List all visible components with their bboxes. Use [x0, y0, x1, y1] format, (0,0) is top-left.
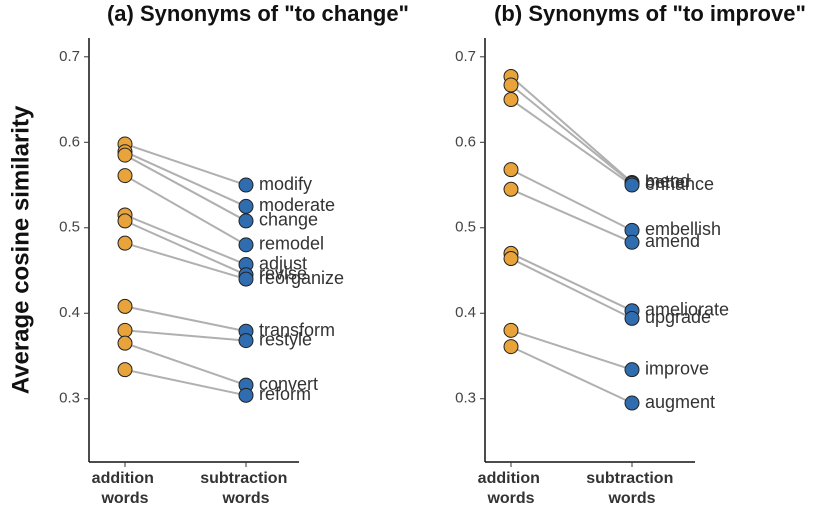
addition-point [117, 298, 133, 314]
word-label: augment [645, 392, 715, 412]
addition-point [117, 235, 133, 251]
word-label: improve [645, 358, 709, 378]
connector [510, 252, 633, 312]
word-label: better [645, 172, 691, 192]
y-tick-label: 0.7 [455, 48, 476, 65]
word-label: mend [645, 171, 690, 191]
addition-point [503, 251, 519, 267]
subtraction-point [238, 387, 254, 403]
addition-point [117, 322, 133, 338]
word-label: revise [259, 264, 307, 284]
addition-point [117, 213, 133, 229]
subtraction-point [238, 333, 254, 349]
connector [510, 98, 633, 186]
y-tick-label: 0.5 [455, 219, 476, 236]
connector [510, 329, 633, 371]
y-axis-label: Average cosine similarity [7, 105, 34, 394]
subtraction-point [238, 177, 254, 193]
word-label: reorganize [259, 268, 344, 288]
connector [124, 342, 247, 387]
subtraction-point [238, 237, 254, 253]
word-label: modify [259, 174, 312, 194]
chart-title: (b) Synonyms of "to improve" [494, 1, 806, 26]
chart-title: (a) Synonyms of "to change" [107, 1, 409, 26]
addition-point [503, 322, 519, 338]
connector [124, 242, 247, 281]
connector [124, 150, 247, 208]
connector [124, 305, 247, 333]
word-label: reform [259, 384, 311, 404]
addition-point [117, 335, 133, 351]
addition-point [503, 77, 519, 93]
subtraction-point [238, 213, 254, 229]
x-tick-label: subtraction words [586, 470, 678, 507]
connector [510, 188, 633, 244]
connector [124, 174, 247, 246]
y-tick-label: 0.4 [59, 304, 80, 321]
connector [510, 84, 633, 185]
x-tick-label: addition words [478, 470, 545, 507]
subtraction-point [238, 271, 254, 287]
word-label: enhance [645, 174, 714, 194]
word-label: amend [645, 231, 700, 251]
subtraction-point [624, 234, 640, 250]
connector [510, 168, 633, 232]
word-label: embellish [645, 219, 721, 239]
subtraction-point [624, 310, 640, 326]
subtraction-point [624, 177, 640, 193]
x-tick-label: addition words [92, 470, 159, 507]
word-label: transform [259, 320, 335, 340]
subtraction-point [624, 395, 640, 411]
addition-point [503, 92, 519, 108]
addition-point [503, 339, 519, 355]
addition-point [117, 362, 133, 378]
y-tick-label: 0.6 [455, 133, 476, 150]
x-tick-label: subtraction words [200, 470, 292, 507]
word-label: change [259, 210, 318, 230]
addition-point [503, 162, 519, 178]
word-label: upgrade [645, 307, 711, 327]
subtraction-point [238, 198, 254, 214]
word-label: adjust [259, 253, 307, 273]
word-label: convert [259, 374, 318, 394]
word-label: moderate [259, 195, 335, 215]
y-tick-label: 0.5 [59, 219, 80, 236]
connector [510, 345, 633, 404]
word-label: ameliorate [645, 299, 729, 319]
addition-point [117, 147, 133, 163]
word-label: remodel [259, 234, 324, 254]
word-label: restyle [259, 329, 312, 349]
connector [124, 220, 247, 276]
addition-point [117, 168, 133, 184]
y-tick-label: 0.6 [59, 133, 80, 150]
connector [124, 214, 247, 266]
y-tick-label: 0.3 [455, 390, 476, 407]
connector [510, 75, 633, 184]
connector [510, 257, 633, 320]
connector [124, 143, 247, 186]
y-tick-label: 0.7 [59, 48, 80, 65]
connector [124, 368, 247, 397]
connector [124, 329, 247, 342]
y-tick-label: 0.4 [455, 304, 476, 321]
addition-point [503, 181, 519, 197]
subtraction-point [624, 362, 640, 378]
connector [124, 154, 247, 222]
y-tick-label: 0.3 [59, 390, 80, 407]
